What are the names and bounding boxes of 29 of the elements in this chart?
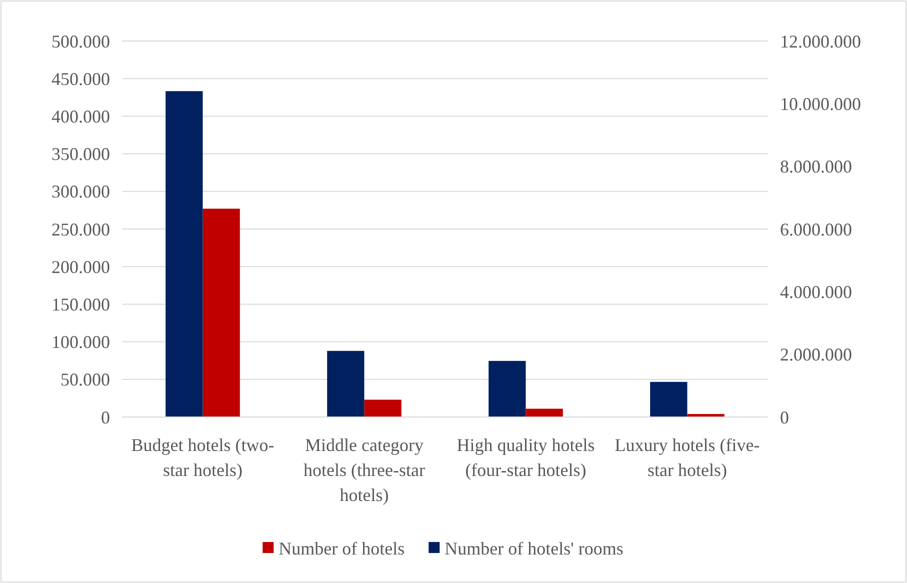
y2-tick-label: 10.000.000	[780, 94, 861, 114]
y-tick-label: 50.000	[60, 370, 110, 390]
y-tick-label: 100.000	[52, 332, 110, 352]
bar	[488, 360, 526, 417]
x-tick-label: Middle category hotels (three-star hotels)	[304, 435, 425, 505]
y2-tick-label: 2.000.000	[780, 344, 852, 365]
legend-label: Number of hotels' rooms	[444, 538, 624, 558]
y-tick-label: 150.000	[52, 294, 110, 314]
y2-tick-label: 12.000.000	[780, 31, 861, 52]
y-tick-label: 500.000	[52, 31, 110, 52]
y-tick-label: 200.000	[52, 256, 110, 277]
bar	[327, 350, 364, 417]
y-tick-label: 0	[101, 407, 110, 428]
y2-tick-label: 8.000.000	[780, 156, 852, 177]
bar	[650, 382, 688, 417]
y2-tick-label: 0	[780, 407, 789, 428]
y2-tick-label: 6.000.000	[780, 219, 852, 240]
bar	[526, 408, 563, 417]
y2-tick-label: 4.000.000	[780, 282, 852, 302]
y-tick-label: 300.000	[52, 182, 110, 202]
y-tick-label: 450.000	[52, 68, 110, 89]
y-tick-label: 400.000	[52, 106, 110, 126]
x-tick-label: Luxury hotels (five-star hotels)	[614, 435, 760, 480]
y-tick-label: 250.000	[52, 219, 110, 240]
legend-label: Number of hotels	[278, 538, 405, 558]
x-tick-label: Budget hotels (two-star hotels)	[131, 435, 274, 480]
x-tick-label: High quality hotels (four-star hotels)	[456, 435, 595, 480]
bar	[364, 400, 402, 417]
y-tick-label: 350.000	[52, 144, 110, 164]
